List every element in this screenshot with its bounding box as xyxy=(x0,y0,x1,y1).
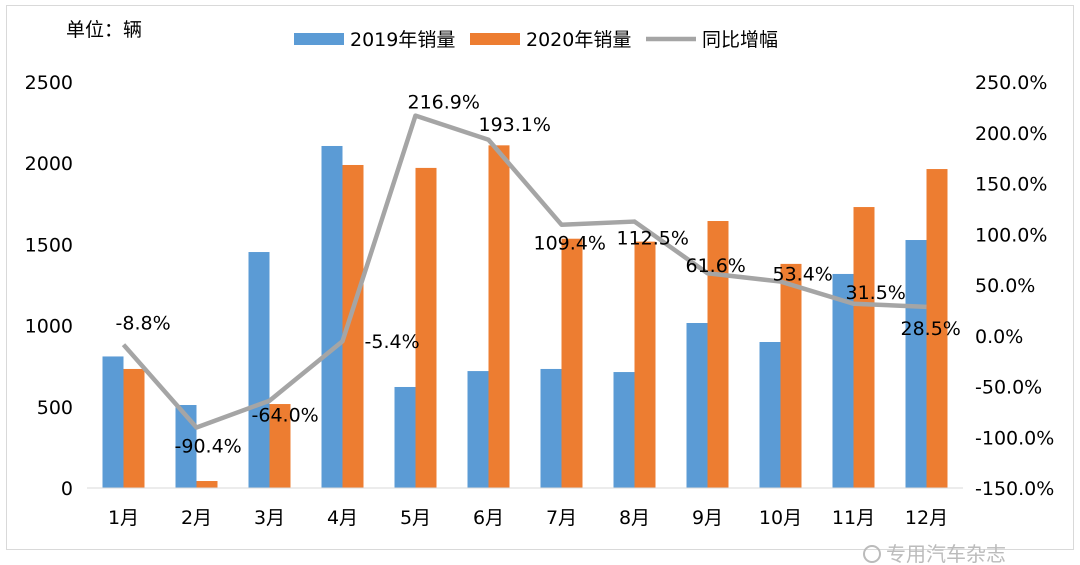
x-tick-label: 11月 xyxy=(832,507,875,529)
legend-label: 同比增幅 xyxy=(702,29,778,51)
left-tick-label: 500 xyxy=(37,397,73,419)
bar-2020 xyxy=(780,263,802,488)
bar-2020 xyxy=(926,169,948,489)
growth-data-label: 112.5% xyxy=(617,228,689,250)
right-tick-label: -100.0% xyxy=(975,427,1054,449)
x-tick-label: 5月 xyxy=(400,507,431,529)
bar-2020 xyxy=(342,164,364,489)
growth-data-label: 28.5% xyxy=(901,318,961,340)
watermark-text: 专用汽车杂志 xyxy=(886,542,1006,565)
legend-label: 2020年销量 xyxy=(526,29,631,51)
x-tick-label: 12月 xyxy=(905,507,948,529)
bar-2020 xyxy=(634,241,656,488)
bar-2020 xyxy=(269,404,291,488)
bar-2020 xyxy=(707,221,729,488)
legend-swatch xyxy=(470,33,520,45)
right-tick-label: 150.0% xyxy=(975,174,1047,196)
growth-line xyxy=(121,113,927,430)
legend-swatch xyxy=(294,33,344,45)
growth-data-label: -8.8% xyxy=(116,313,171,335)
chart-frame xyxy=(6,5,1074,550)
left-tick-label: 2000 xyxy=(25,153,73,175)
x-tick-label: 7月 xyxy=(546,507,577,529)
growth-data-label: -90.4% xyxy=(175,436,242,458)
bar-2020 xyxy=(123,368,145,488)
unit-label: 单位：辆 xyxy=(66,19,142,41)
x-tick-label: 3月 xyxy=(254,507,285,529)
x-tick-label: 6月 xyxy=(473,507,504,529)
wechat-icon xyxy=(863,545,881,563)
growth-data-label: 216.9% xyxy=(408,92,480,114)
right-tick-label: 200.0% xyxy=(975,123,1047,145)
x-tick-label: 4月 xyxy=(327,507,358,529)
bar-2019 xyxy=(759,342,781,488)
left-tick-label: 1000 xyxy=(25,316,73,338)
left-tick-label: 2500 xyxy=(25,72,73,94)
growth-data-label: 53.4% xyxy=(773,264,833,286)
bar-2019 xyxy=(248,252,270,488)
bar-2019 xyxy=(321,145,343,488)
growth-data-label: 61.6% xyxy=(686,255,746,277)
growth-data-label: 193.1% xyxy=(479,114,551,136)
bar-2020 xyxy=(488,145,510,488)
bar-2020 xyxy=(196,481,218,488)
right-tick-label: -50.0% xyxy=(975,377,1042,399)
right-tick-label: 250.0% xyxy=(975,72,1047,94)
bar-2019 xyxy=(540,368,562,488)
growth-data-label: 31.5% xyxy=(846,282,906,304)
bar-2019 xyxy=(394,386,416,488)
legend-label: 2019年销量 xyxy=(350,29,455,51)
bar-2019 xyxy=(175,405,197,488)
bar-2019 xyxy=(686,323,708,488)
x-tick-label: 1月 xyxy=(108,507,139,529)
right-tick-label: 50.0% xyxy=(975,275,1035,297)
bar-2020 xyxy=(853,207,875,488)
x-tick-label: 9月 xyxy=(692,507,723,529)
bar-2019 xyxy=(613,372,635,488)
growth-data-label: 109.4% xyxy=(534,233,606,255)
left-tick-label: 1500 xyxy=(25,234,73,256)
bar-2019 xyxy=(905,240,927,488)
right-tick-label: 0.0% xyxy=(975,326,1023,348)
bar-2019 xyxy=(102,356,124,488)
bar-2020 xyxy=(561,238,583,488)
growth-data-label: -5.4% xyxy=(365,331,420,353)
bar-2019 xyxy=(467,371,489,488)
x-tick-label: 2月 xyxy=(181,507,212,529)
bar-2019 xyxy=(832,273,854,488)
bar-2020 xyxy=(415,167,437,488)
growth-data-label: -64.0% xyxy=(252,405,319,427)
x-tick-label: 8月 xyxy=(619,507,650,529)
right-tick-label: 100.0% xyxy=(975,224,1047,246)
right-tick-label: -150.0% xyxy=(975,478,1054,500)
left-tick-label: 0 xyxy=(61,478,73,500)
x-tick-label: 10月 xyxy=(759,507,802,529)
